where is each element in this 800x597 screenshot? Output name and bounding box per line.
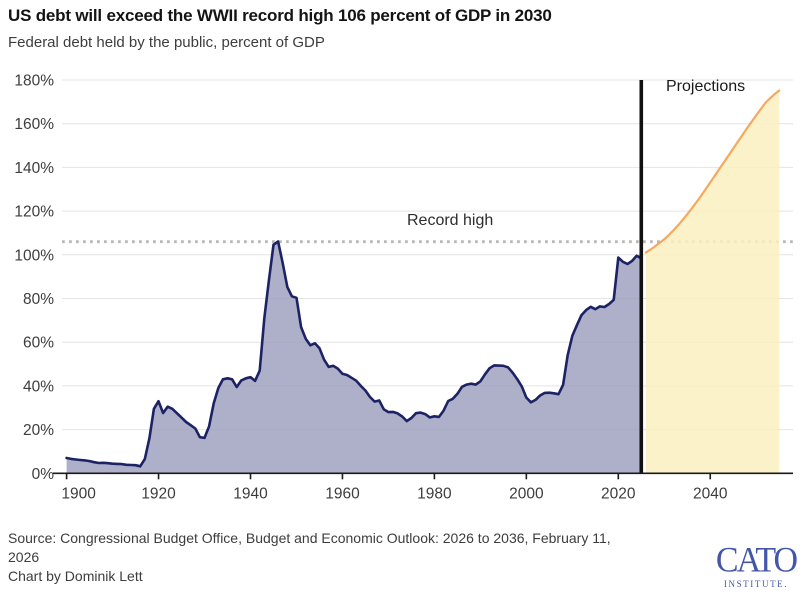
source-note: Source: Congressional Budget Office, Bud… <box>8 529 698 586</box>
svg-text:1960: 1960 <box>325 485 360 502</box>
svg-text:2040: 2040 <box>693 485 728 502</box>
svg-text:20%: 20% <box>23 422 54 439</box>
cato-institute-logo: CATO INSTITUTE. <box>714 540 798 589</box>
source-line-2: 2026 <box>8 549 40 565</box>
cato-logo-wordmark: CATO <box>715 540 798 581</box>
svg-text:160%: 160% <box>14 116 54 133</box>
svg-text:1920: 1920 <box>141 485 176 502</box>
chart-title: US debt will exceed the WWII record high… <box>8 6 552 25</box>
cato-logo-subtext: INSTITUTE. <box>723 579 789 589</box>
projections-annotation: Projections <box>666 78 746 95</box>
svg-text:80%: 80% <box>23 291 54 308</box>
svg-text:100%: 100% <box>14 247 54 264</box>
source-line-1: Source: Congressional Budget Office, Bud… <box>8 530 611 546</box>
svg-text:140%: 140% <box>14 160 54 177</box>
chart-subtitle: Federal debt held by the public, percent… <box>8 34 325 51</box>
chart-credit: Chart by Dominik Lett <box>8 568 143 584</box>
svg-text:2020: 2020 <box>601 485 636 502</box>
chart-plot-area: 0% 20% 40% 60% 80% 100% 120% 140% 160% 180% 1900 19… <box>0 60 800 525</box>
svg-text:1900: 1900 <box>61 485 96 502</box>
svg-text:180%: 180% <box>14 73 54 90</box>
record-high-annotation: Record high <box>407 212 494 229</box>
debt-gdp-area-chart: 0% 20% 40% 60% 80% 100% 120% 140% 160% 180% 1900 19… <box>14 73 793 502</box>
svg-text:0%: 0% <box>32 466 55 483</box>
svg-text:1980: 1980 <box>417 485 452 502</box>
svg-text:40%: 40% <box>23 378 54 395</box>
svg-text:60%: 60% <box>23 335 54 352</box>
svg-text:2000: 2000 <box>509 485 544 502</box>
svg-text:1940: 1940 <box>233 485 268 502</box>
svg-text:120%: 120% <box>14 204 54 221</box>
